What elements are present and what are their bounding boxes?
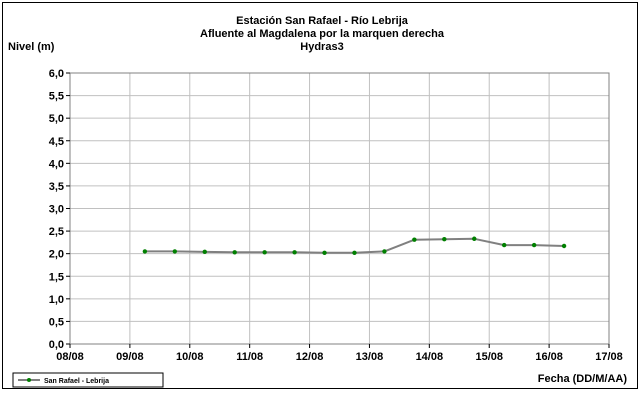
- data-point: [172, 249, 178, 254]
- y-tick-label: 5,0: [49, 113, 64, 125]
- x-tick-label: 12/08: [296, 351, 324, 363]
- chart-title-line-3: Hydras3: [300, 41, 343, 53]
- y-tick-label: 1,0: [49, 294, 64, 306]
- chart-title-line-1: Estación San Rafael - Río Lebrija: [236, 15, 409, 27]
- series-layer: [142, 236, 567, 255]
- y-tick-label: 6,0: [49, 68, 64, 80]
- y-tick-label: 0,0: [49, 339, 64, 351]
- y-tick-label: 1,5: [49, 271, 64, 283]
- x-tick-label: 16/08: [535, 351, 563, 363]
- y-tick-label: 2,5: [49, 226, 64, 238]
- chart-title-line-2: Afluente al Magdalena por la marquen der…: [200, 28, 445, 40]
- legend: San Rafael - Lebrija: [12, 372, 164, 388]
- data-point: [472, 236, 477, 241]
- y-tick-label: 3,5: [49, 181, 64, 193]
- y-tick-label: 0,5: [49, 316, 64, 328]
- data-point: [232, 250, 237, 255]
- chart-frame: [2, 2, 638, 389]
- x-tick-label: 13/08: [356, 351, 384, 363]
- x-tick-label: 08/08: [56, 351, 84, 363]
- x-ticks: 08/08 09/08 10/08 11/08 12/08 13/08 14/08 15/08…: [56, 344, 623, 363]
- legend-marker-swatch: [27, 378, 31, 382]
- data-point: [322, 250, 327, 255]
- x-tick-label: 11/08: [236, 351, 263, 363]
- x-tick-label: 10/08: [176, 351, 204, 363]
- data-point: [382, 249, 387, 254]
- y-axis-title: Nivel (m): [8, 41, 55, 53]
- legend-label: San Rafael - Lebrija: [44, 378, 109, 385]
- y-tick-label: 4,0: [49, 158, 64, 170]
- legend-box: [12, 372, 164, 388]
- data-point: [292, 250, 297, 255]
- data-point: [501, 242, 507, 248]
- data-point: [142, 249, 148, 254]
- x-tick-label: 17/08: [595, 351, 623, 363]
- x-tick-label: 09/08: [116, 351, 144, 363]
- y-tick-label: 4,5: [49, 136, 64, 148]
- data-point: [352, 250, 357, 255]
- y-tick-label: 5,5: [49, 91, 64, 103]
- y-ticks: 0,0 0,5 1,0 1,5 2,0 2,5 3,0 3,5 4,0 4,5 5,0 5,5 6,0: [49, 68, 70, 351]
- data-point: [442, 237, 447, 242]
- x-axis-title: Fecha (DD/M/AA): [538, 373, 628, 385]
- y-tick-label: 2,0: [49, 249, 64, 261]
- data-point: [531, 242, 537, 248]
- gridlines: [69, 72, 610, 345]
- data-point: [202, 249, 207, 255]
- data-point: [262, 250, 267, 255]
- y-tick-label: 3,0: [49, 204, 64, 216]
- data-point: [412, 237, 417, 242]
- x-tick-label: 14/08: [416, 351, 444, 363]
- x-tick-label: 15/08: [475, 351, 503, 363]
- data-point: [561, 243, 567, 249]
